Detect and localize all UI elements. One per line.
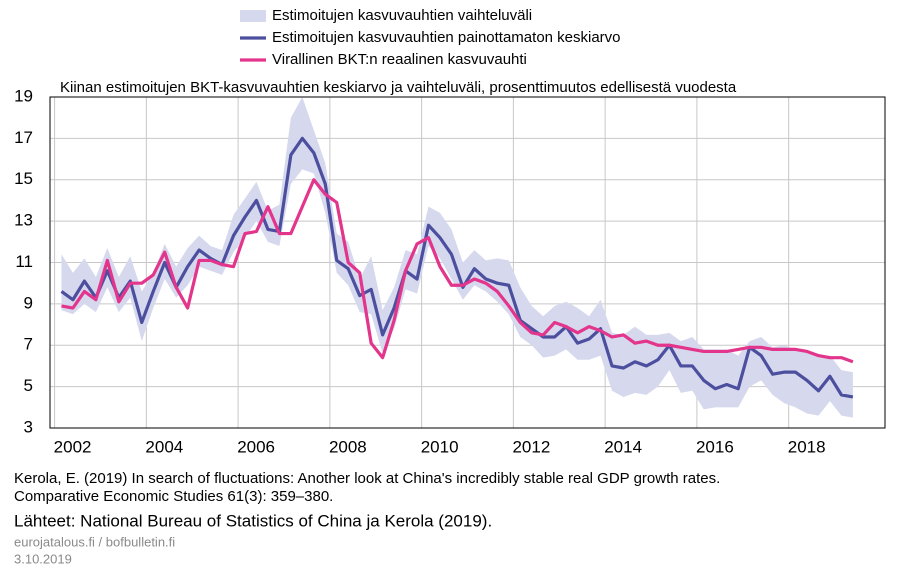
x-tick-label: 2018 — [788, 437, 826, 456]
date: 3.10.2019 — [14, 551, 72, 566]
x-tick-label: 2002 — [54, 437, 92, 456]
y-tick-label: 19 — [14, 86, 33, 105]
x-tick-label: 2006 — [237, 437, 275, 456]
line — [61, 178, 854, 364]
y-tick-label: 5 — [24, 376, 33, 395]
plot-border — [49, 96, 886, 429]
x-tick-label: 2016 — [696, 437, 734, 456]
legend-label: Virallinen BKT:n reaalinen kasvuvauhti — [272, 51, 527, 68]
y-tick-label: 9 — [24, 293, 33, 312]
legend-swatch — [240, 10, 266, 22]
citation: Comparative Economic Studies 61(3): 359–… — [14, 488, 333, 505]
x-tick-label: 2004 — [145, 437, 183, 456]
y-tick-label: 7 — [24, 335, 33, 354]
x-tick-label: 2010 — [421, 437, 459, 456]
y-tick-label: 11 — [15, 252, 33, 271]
chart-title: Kiinan estimoitujen BKT-kasvuvauhtien ke… — [60, 79, 737, 96]
legend-label: Estimoitujen kasvuvauhtien vaihteluväli — [272, 7, 532, 24]
citation: Kerola, E. (2019) In search of fluctuati… — [14, 470, 720, 487]
x-tick-label: 2008 — [329, 437, 367, 456]
sources: Lähteet: National Bureau of Statistics o… — [14, 511, 492, 530]
x-tick-label: 2014 — [604, 437, 642, 456]
y-tick-label: 17 — [14, 128, 33, 147]
y-tick-label: 3 — [24, 417, 33, 436]
x-tick-label: 2012 — [512, 437, 550, 456]
y-tick-label: 15 — [14, 169, 33, 188]
range-band — [61, 97, 853, 418]
site: eurojatalous.fi / bofbulletin.fi — [14, 534, 175, 549]
legend-label: Estimoitujen kasvuvauhtien painottamaton… — [272, 29, 621, 46]
line — [60, 136, 854, 399]
y-tick-label: 13 — [14, 211, 33, 230]
